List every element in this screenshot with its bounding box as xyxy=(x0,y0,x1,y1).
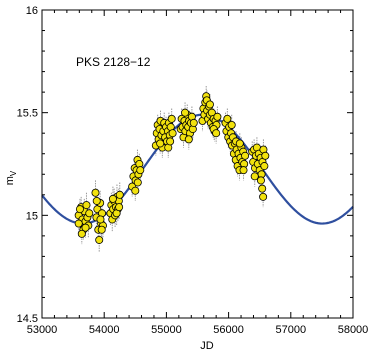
x-tick-label: 55000 xyxy=(151,324,182,336)
axis-ticks xyxy=(41,9,354,319)
data-point xyxy=(261,151,270,160)
data-point xyxy=(96,215,105,224)
data-point xyxy=(136,166,145,175)
data-point xyxy=(205,100,214,109)
x-tick-label: 53000 xyxy=(27,324,58,336)
data-point xyxy=(75,205,84,214)
data-point xyxy=(181,108,190,117)
data-point xyxy=(133,178,142,187)
data-point xyxy=(250,172,259,181)
data-point xyxy=(189,118,198,127)
data-point xyxy=(91,188,100,197)
data-point xyxy=(167,114,176,123)
data-points xyxy=(74,92,270,244)
data-point xyxy=(95,235,104,244)
data-point xyxy=(168,129,177,138)
y-tick-label: 15 xyxy=(26,210,38,222)
model-curve-group xyxy=(41,113,354,225)
y-axis-label-sub: V xyxy=(9,170,18,176)
data-point xyxy=(227,120,236,129)
data-point xyxy=(85,209,94,218)
y-axis-label-text: mV xyxy=(4,170,18,185)
chart-annotation: PKS 2128−12 xyxy=(76,55,151,69)
y-tick-label: 16 xyxy=(26,5,38,17)
data-point xyxy=(108,194,117,203)
data-point xyxy=(241,151,250,160)
data-point xyxy=(82,201,91,210)
x-tick-label: 57000 xyxy=(276,324,307,336)
data-point xyxy=(213,112,222,121)
data-point xyxy=(258,184,267,193)
data-point xyxy=(131,186,140,195)
data-point xyxy=(184,135,193,144)
y-axis-label-main: m xyxy=(4,176,16,185)
tick-labels: 53000 54000 55000 56000 57000 58000 14.5 15 15.5… xyxy=(17,5,369,336)
x-axis-label: JD xyxy=(200,340,214,352)
y-axis-label: mV xyxy=(4,170,18,185)
model-curve xyxy=(41,113,354,225)
y-tick-label: 15.5 xyxy=(17,108,38,120)
x-tick-label: 58000 xyxy=(338,324,369,336)
x-tick-label: 56000 xyxy=(213,324,244,336)
data-point xyxy=(115,190,124,199)
data-point xyxy=(115,203,124,212)
data-point xyxy=(74,219,83,228)
data-point xyxy=(212,129,221,138)
data-point xyxy=(239,166,248,175)
x-tick-label: 54000 xyxy=(89,324,120,336)
data-point xyxy=(256,176,265,185)
data-point xyxy=(166,137,175,146)
data-point xyxy=(92,196,101,205)
plot-frame xyxy=(41,9,354,319)
data-point xyxy=(260,162,269,171)
data-point xyxy=(97,225,106,234)
data-point xyxy=(156,139,165,148)
y-tick-label: 14.5 xyxy=(17,313,38,325)
data-point xyxy=(223,114,232,123)
data-point xyxy=(235,139,244,148)
data-point xyxy=(259,192,268,201)
data-point xyxy=(81,223,90,232)
data-point xyxy=(77,229,86,238)
